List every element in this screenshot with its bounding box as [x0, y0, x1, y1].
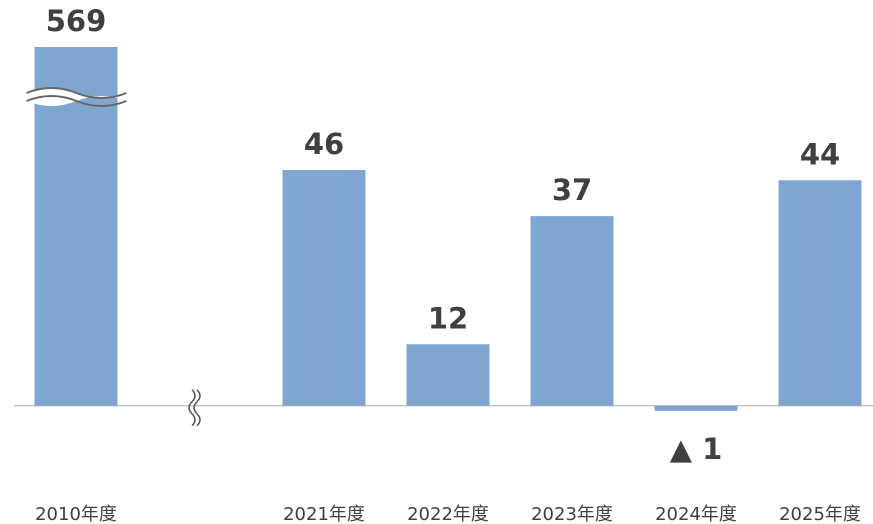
value-label: 46 — [304, 127, 344, 161]
bar — [778, 180, 862, 406]
bar — [282, 170, 366, 406]
x-tick-label: 2010年度 — [35, 504, 117, 524]
value-label: 37 — [552, 173, 592, 207]
value-label: 44 — [800, 137, 840, 171]
value-label: 569 — [46, 4, 107, 38]
x-tick-label: 2021年度 — [283, 504, 365, 524]
value-label: ▲ 1 — [670, 432, 723, 466]
bar — [406, 344, 490, 406]
value-label: 12 — [428, 301, 468, 335]
bar-break — [26, 88, 127, 106]
x-tick-label: 2024年度 — [655, 504, 737, 524]
axis-break — [188, 389, 201, 427]
x-tick-label: 2022年度 — [407, 504, 489, 524]
bar-break-line — [26, 87, 127, 107]
bar — [654, 405, 738, 411]
bar — [530, 216, 614, 406]
x-tick-label: 2023年度 — [531, 504, 613, 524]
x-tick-label: 2025年度 — [779, 504, 861, 524]
